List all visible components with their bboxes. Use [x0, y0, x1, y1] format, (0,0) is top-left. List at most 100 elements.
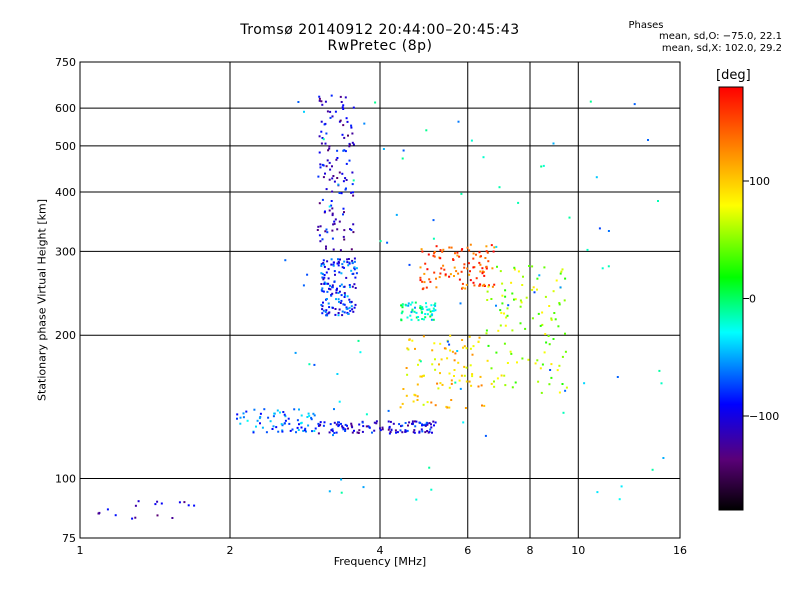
x-tick-label: 4	[377, 544, 384, 557]
data-point	[467, 262, 470, 265]
data-point	[465, 283, 468, 286]
data-point	[335, 431, 338, 434]
data-point	[547, 335, 550, 337]
data-point	[322, 301, 324, 304]
data-point	[536, 359, 539, 362]
data-point	[106, 508, 109, 511]
data-point	[350, 269, 353, 272]
data-point	[461, 286, 464, 289]
data-point	[320, 289, 323, 292]
data-point	[346, 120, 349, 123]
data-point	[519, 322, 522, 325]
data-point	[550, 318, 553, 321]
data-point	[418, 359, 421, 362]
data-point	[114, 514, 117, 517]
data-point	[381, 426, 384, 429]
data-point	[548, 383, 551, 386]
data-point	[460, 192, 463, 195]
data-point	[414, 420, 416, 423]
data-point	[468, 273, 471, 276]
data-point	[527, 358, 530, 361]
data-point	[350, 228, 353, 231]
data-point	[331, 292, 334, 295]
data-point	[540, 165, 543, 168]
data-point	[422, 403, 425, 406]
data-point	[401, 304, 404, 307]
data-point	[564, 332, 566, 335]
data-point	[298, 423, 300, 426]
data-point	[462, 421, 465, 424]
data-point	[344, 423, 347, 426]
data-point	[331, 207, 334, 210]
data-point	[545, 341, 548, 344]
data-point	[399, 406, 402, 409]
data-point	[131, 517, 134, 520]
data-point	[325, 245, 327, 248]
data-point	[543, 266, 546, 269]
data-point	[353, 260, 356, 263]
data-point	[506, 307, 509, 310]
data-point	[324, 282, 327, 285]
data-point	[420, 248, 423, 251]
data-point	[353, 266, 356, 269]
data-point	[456, 251, 459, 254]
data-point	[329, 284, 331, 287]
data-point	[413, 431, 416, 434]
data-point	[333, 220, 336, 223]
data-point	[503, 342, 506, 345]
data-point	[552, 338, 555, 340]
data-point	[303, 110, 305, 113]
data-point	[481, 404, 483, 407]
data-point	[553, 312, 556, 314]
data-point	[321, 308, 324, 311]
data-point	[321, 103, 324, 106]
data-point	[256, 419, 259, 422]
data-point	[349, 228, 351, 231]
data-point	[328, 287, 330, 290]
data-point	[351, 183, 354, 186]
data-point	[425, 129, 428, 132]
data-point	[236, 413, 239, 416]
data-point	[418, 431, 421, 434]
data-point	[428, 430, 431, 433]
data-point	[534, 362, 537, 365]
data-point	[425, 286, 428, 289]
data-point	[343, 296, 346, 298]
data-point	[401, 431, 404, 434]
data-point	[313, 430, 316, 432]
y-tick-label: 300	[55, 245, 76, 258]
data-point	[343, 260, 346, 263]
data-point	[463, 263, 466, 266]
data-point	[427, 253, 430, 256]
data-point	[346, 311, 349, 314]
data-point	[457, 120, 460, 123]
data-point	[539, 324, 542, 327]
data-point	[448, 246, 451, 249]
data-point	[338, 192, 341, 194]
data-point	[499, 270, 502, 273]
data-point	[419, 360, 422, 363]
data-point	[411, 308, 414, 311]
data-point	[373, 429, 376, 432]
data-point	[329, 116, 332, 119]
data-point	[462, 346, 464, 349]
data-point	[504, 289, 507, 292]
data-point	[319, 424, 321, 427]
data-point	[386, 241, 389, 244]
data-point	[465, 347, 468, 350]
data-point	[335, 289, 338, 292]
data-point	[480, 384, 483, 387]
data-point	[322, 290, 325, 293]
data-point	[350, 248, 353, 251]
data-point	[325, 298, 328, 300]
data-point	[387, 428, 390, 431]
data-point	[313, 363, 316, 366]
data-point	[425, 305, 428, 308]
data-point	[324, 230, 327, 233]
data-point	[338, 171, 341, 174]
data-point	[486, 251, 489, 254]
data-point	[395, 213, 398, 216]
data-point	[414, 306, 416, 309]
data-point	[368, 426, 371, 429]
data-point	[498, 186, 501, 189]
